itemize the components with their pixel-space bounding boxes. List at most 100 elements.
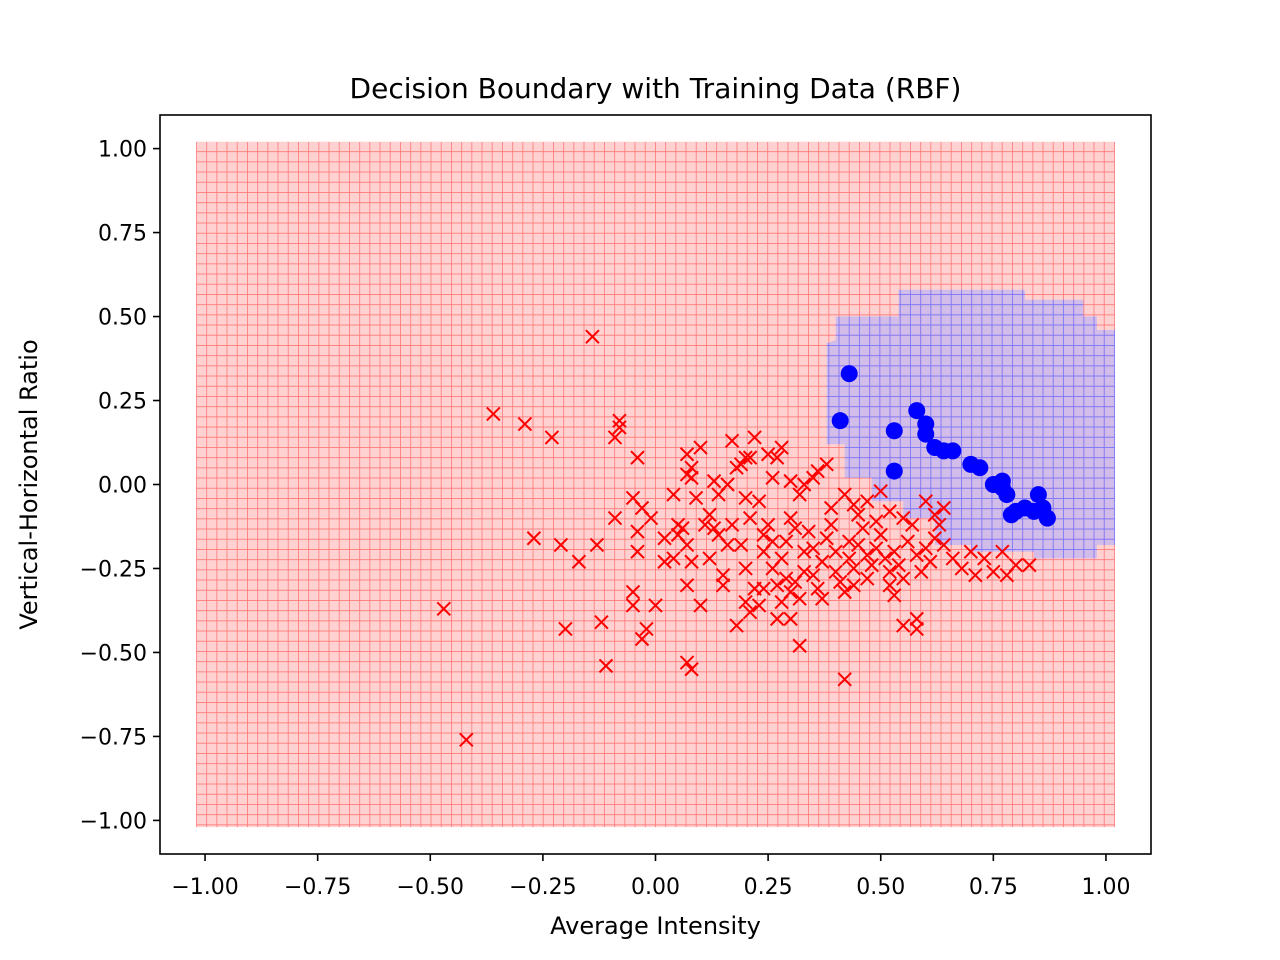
negative-point bbox=[837, 672, 852, 687]
negative-point bbox=[756, 581, 771, 596]
negative-point bbox=[612, 413, 627, 428]
positive-point bbox=[885, 422, 903, 440]
negative-point bbox=[814, 591, 830, 606]
negative-point bbox=[693, 440, 708, 455]
negative-point bbox=[657, 554, 672, 569]
negative-point bbox=[805, 541, 821, 556]
negative-point bbox=[869, 514, 884, 529]
negative-point bbox=[783, 473, 798, 489]
negative-point bbox=[756, 527, 771, 543]
negative-point bbox=[1008, 557, 1024, 573]
negative-point bbox=[860, 494, 875, 509]
negative-point bbox=[706, 520, 722, 536]
y-tick-label: −0.25 bbox=[80, 557, 147, 582]
negative-point bbox=[846, 561, 861, 576]
positive-point bbox=[1029, 486, 1047, 504]
x-tick-label: 0.25 bbox=[744, 875, 793, 900]
negative-point bbox=[558, 621, 573, 637]
y-axis: 1.00 0.75 0.50 0.25 0.00 −0.25 −0.50 −0.75 −1.00 bbox=[80, 138, 160, 834]
negative-point bbox=[882, 504, 897, 519]
y-tick-label: 0.25 bbox=[98, 390, 147, 415]
positive-point bbox=[1002, 506, 1020, 524]
negative-point bbox=[769, 578, 785, 593]
negative-point bbox=[905, 517, 920, 533]
negative-point bbox=[585, 329, 600, 344]
negative-point bbox=[805, 470, 821, 485]
negative-point bbox=[823, 517, 839, 533]
negative-point bbox=[923, 554, 938, 569]
negative-point bbox=[702, 551, 717, 566]
negative-point bbox=[684, 470, 699, 485]
negative-point bbox=[783, 611, 798, 627]
negative-point bbox=[571, 554, 587, 569]
negative-point bbox=[819, 457, 834, 472]
negative-point bbox=[544, 430, 560, 445]
negative-point bbox=[657, 531, 672, 546]
negative-point bbox=[832, 574, 848, 590]
negative-point bbox=[553, 537, 569, 553]
negative-point bbox=[778, 571, 794, 586]
negative-point bbox=[679, 447, 695, 462]
negative-point bbox=[769, 450, 785, 465]
negative-point bbox=[486, 406, 501, 422]
negative-point bbox=[720, 537, 735, 553]
negative-point bbox=[733, 457, 749, 472]
negative-point bbox=[774, 551, 789, 566]
negative-point bbox=[819, 531, 834, 546]
negative-point bbox=[855, 520, 870, 536]
negative-point bbox=[697, 517, 713, 533]
negative-point bbox=[823, 500, 839, 516]
y-tick-label: 0.50 bbox=[98, 306, 147, 331]
negative-point bbox=[742, 450, 758, 465]
negative-point bbox=[517, 416, 533, 432]
negative-point bbox=[760, 517, 776, 533]
negative-point bbox=[837, 584, 852, 600]
negative-point bbox=[630, 544, 645, 559]
positive-point bbox=[840, 365, 858, 383]
negative-point bbox=[810, 581, 825, 596]
negative-point bbox=[828, 564, 843, 580]
negative-point bbox=[765, 470, 780, 485]
negative-point bbox=[936, 537, 951, 553]
negative-point bbox=[598, 658, 614, 674]
negative-point bbox=[814, 554, 830, 569]
negative-point bbox=[594, 615, 609, 630]
negative-point bbox=[850, 507, 866, 522]
positive-point bbox=[944, 442, 962, 460]
negative-point bbox=[675, 520, 690, 536]
negative-point bbox=[918, 494, 933, 509]
negative-point bbox=[526, 531, 542, 546]
negative-point bbox=[630, 450, 645, 465]
x-axis-label: Average Intensity bbox=[550, 912, 761, 940]
negative-point bbox=[724, 517, 740, 533]
negative-point bbox=[733, 537, 749, 553]
negative-point bbox=[751, 598, 767, 613]
negative-point bbox=[679, 578, 695, 593]
negative-point bbox=[693, 598, 708, 613]
positive-point bbox=[998, 486, 1016, 504]
negative-point bbox=[873, 484, 888, 499]
y-tick-label: −1.00 bbox=[80, 809, 147, 834]
negative-point bbox=[436, 601, 451, 616]
negative-point bbox=[607, 430, 623, 445]
negative-point bbox=[846, 578, 861, 593]
negative-point bbox=[860, 547, 875, 563]
x-tick-label: −1.00 bbox=[171, 875, 238, 900]
negative-point bbox=[792, 487, 807, 502]
chart-title: Decision Boundary with Training Data (RB… bbox=[350, 72, 962, 105]
negative-point bbox=[738, 561, 753, 576]
negative-point bbox=[792, 638, 807, 653]
negative-point bbox=[900, 534, 915, 549]
negative-point bbox=[783, 584, 798, 600]
negative-point bbox=[742, 604, 758, 620]
negative-point bbox=[909, 547, 924, 563]
negative-point bbox=[720, 477, 735, 492]
negative-point bbox=[873, 527, 888, 543]
negative-point bbox=[774, 440, 789, 455]
negative-point bbox=[643, 510, 659, 526]
negative-point bbox=[896, 510, 911, 526]
y-tick-label: −0.50 bbox=[80, 641, 147, 666]
negative-point bbox=[846, 497, 861, 512]
negative-point bbox=[765, 534, 780, 549]
